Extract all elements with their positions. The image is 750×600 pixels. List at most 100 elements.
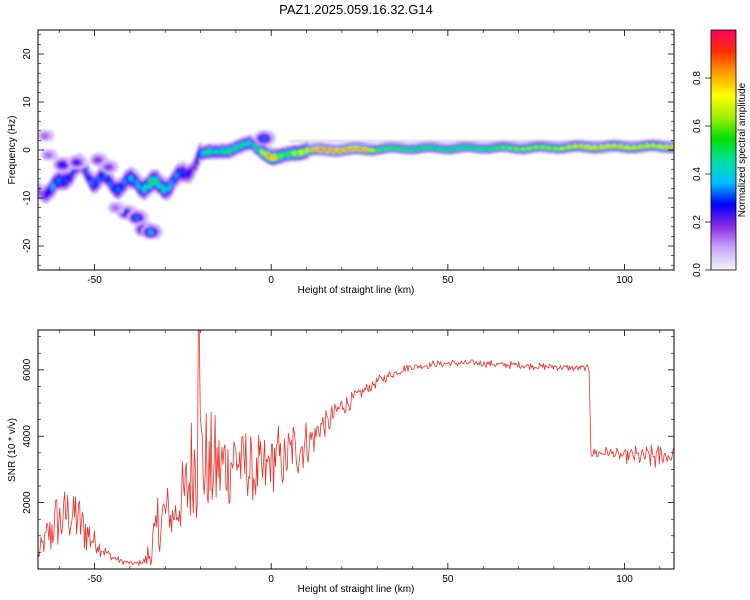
heatmap-cell xyxy=(218,146,222,150)
heatmap-cell xyxy=(532,149,537,152)
heatmap-cell xyxy=(319,149,323,153)
heatmap-blob-cell xyxy=(148,224,152,228)
heatmap-cell xyxy=(190,174,195,178)
heatmap-cell xyxy=(175,181,179,184)
heatmap-cell xyxy=(517,144,521,147)
heatmap-blob-cell xyxy=(132,219,136,223)
heatmap-cell xyxy=(144,186,148,190)
heatmap-cell xyxy=(659,146,663,150)
heatmap-cell xyxy=(569,145,574,149)
heatmap-blob-cell xyxy=(254,138,258,142)
heatmap-blob-cell xyxy=(155,235,159,239)
heatmap-cell xyxy=(332,147,336,151)
heatmap-cell xyxy=(359,144,364,147)
heatmap-blob-cell xyxy=(116,212,120,216)
heatmap-cell xyxy=(565,147,570,151)
heatmap-cell xyxy=(287,147,292,151)
heatmap-cell xyxy=(171,177,175,181)
heatmap-blob-cell xyxy=(104,158,108,162)
heatmap-cell xyxy=(583,143,587,147)
heatmap-cell xyxy=(536,147,541,150)
heatmap-cell xyxy=(641,146,645,150)
heatmap-cell xyxy=(655,141,659,144)
heatmap-cell xyxy=(264,154,268,158)
heatmap-cell xyxy=(120,183,125,186)
heatmap-blob-cell xyxy=(40,134,45,138)
heatmap-blob-cell xyxy=(118,208,122,212)
heatmap-cell xyxy=(614,148,618,151)
heatmap-cell xyxy=(424,146,428,149)
heatmap-blob-cell xyxy=(137,213,142,217)
heatmap-cell xyxy=(130,166,134,170)
heatmap-cell xyxy=(278,151,282,155)
heatmap-cell xyxy=(233,150,237,154)
heatmap-cell xyxy=(383,142,387,145)
heatmap-cell xyxy=(148,181,152,184)
heatmap-cell xyxy=(286,152,290,156)
heatmap-cell xyxy=(126,170,130,174)
heatmap-cell xyxy=(608,146,612,150)
heatmap-cell xyxy=(116,188,121,191)
heatmap-cell xyxy=(538,147,542,150)
heatmap-cell xyxy=(321,146,325,150)
heatmap-cell xyxy=(534,143,539,147)
heatmap-cell xyxy=(519,149,523,152)
heatmap-cell xyxy=(618,146,622,150)
heatmap-cell xyxy=(204,156,208,159)
heatmap-cell xyxy=(398,145,403,149)
heatmap-cell xyxy=(235,141,239,144)
heatmap-cell xyxy=(173,179,177,182)
heatmap-blob-cell xyxy=(44,153,48,157)
heatmap-cell xyxy=(581,148,585,152)
heatmap-cell xyxy=(400,145,405,149)
heatmap-cell xyxy=(554,150,558,153)
heatmap-cell xyxy=(291,148,296,152)
heatmap-cell xyxy=(431,144,436,148)
heatmap-cell xyxy=(342,152,346,155)
heatmap-cell xyxy=(188,168,193,171)
heatmap-cell xyxy=(303,150,307,153)
heatmap-blob-cell xyxy=(128,219,133,223)
heatmap-cell xyxy=(186,169,191,172)
heatmap-cell xyxy=(389,146,393,150)
heatmap-cell xyxy=(356,149,360,152)
heatmap-cell xyxy=(472,143,476,146)
heatmap-cell xyxy=(488,145,492,149)
heatmap-cell xyxy=(175,166,179,169)
heatmap-cell xyxy=(109,176,113,179)
heatmap-cell xyxy=(663,144,667,147)
heatmap-cell xyxy=(167,193,171,197)
heatmap-cell xyxy=(371,150,375,154)
heatmap-cell xyxy=(540,147,544,150)
heatmap-cell xyxy=(124,184,129,188)
heatmap-cell xyxy=(373,150,377,153)
heatmap-cell xyxy=(445,149,449,153)
heatmap-cell xyxy=(457,148,461,152)
heatmap-cell xyxy=(297,151,302,155)
heatmap-blob-cell xyxy=(81,160,85,164)
heatmap-cell xyxy=(445,143,449,146)
heatmap-cell xyxy=(635,141,640,144)
heatmap-blob-cell xyxy=(157,232,161,236)
heatmap-cell xyxy=(194,154,199,158)
heatmap-cell xyxy=(47,187,51,191)
heatmap-cell xyxy=(208,153,212,157)
heatmap-cell xyxy=(235,151,239,154)
heatmap-cell xyxy=(93,191,97,194)
heatmap-cell xyxy=(253,141,257,144)
heatmap-cell xyxy=(62,186,66,189)
heatmap-cell xyxy=(301,157,305,161)
heatmap-cell xyxy=(573,146,577,150)
heatmap-cell xyxy=(134,180,138,183)
heatmap-cell xyxy=(460,142,465,146)
heatmap-cell xyxy=(68,174,72,178)
heatmap-cell xyxy=(66,186,70,190)
heatmap-cell xyxy=(183,166,187,170)
heatmap-blob-cell xyxy=(118,202,122,206)
heatmap-cell xyxy=(305,147,309,151)
heatmap-cell xyxy=(321,149,325,153)
heatmap-cell xyxy=(91,188,96,192)
heatmap-cell xyxy=(165,198,169,201)
heatmap-cell xyxy=(598,142,603,146)
